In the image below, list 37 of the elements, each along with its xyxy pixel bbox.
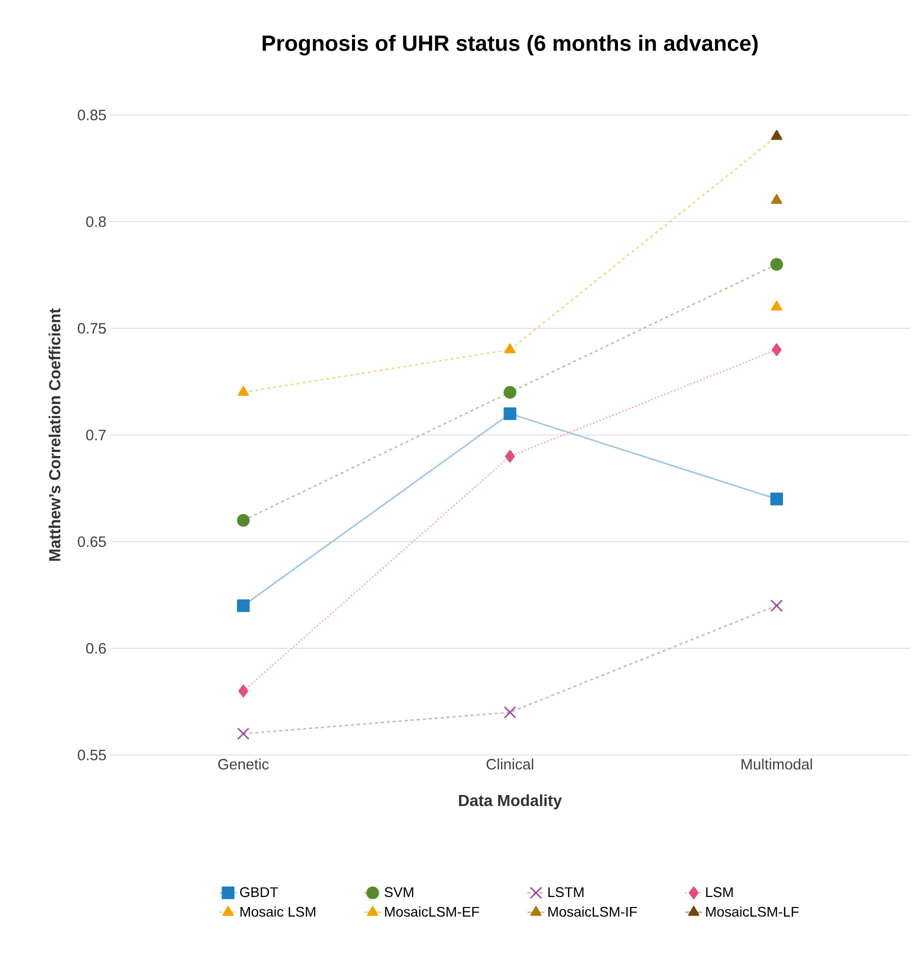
legend-label: LSTM [548,887,584,898]
point [770,258,784,271]
x-tick-label: Clinical [486,758,534,770]
point [504,407,516,420]
y-axis-title: Matthew’s Correlation Coefficient [48,308,60,561]
chart-title: Prognosis of UHR status (6 months in advance) [262,34,758,56]
point [504,386,516,399]
point [771,300,782,311]
point [505,450,515,463]
y-tick-label: 0.7 [86,430,106,440]
point [237,727,250,740]
point [770,599,783,612]
point [771,194,782,204]
point [770,492,784,506]
point [238,684,248,698]
x-axis-title: Data Modality [459,794,562,810]
point [236,599,250,612]
y-tick-label: 0.65 [78,536,106,547]
legend-label: Mosaic LSM [240,906,316,917]
y-tick-label: 0.75 [78,323,106,334]
y-tick-label: 0.55 [78,750,106,760]
point [236,514,250,527]
y-tick-label: 0.85 [78,110,106,120]
x-tick-label: Genetic [218,758,269,770]
legend-label: SVM [384,887,414,898]
y-tick-label: 0.8 [86,216,106,227]
point [238,386,249,396]
point [504,343,516,354]
legend-label: GBDT [240,887,278,898]
point [504,706,516,719]
legend-label: MosaicLSM-LF [706,906,799,917]
legend-label: LSM [706,887,733,898]
point [772,343,782,356]
legend-label: MosaicLSM-EF [385,906,480,917]
legend-label: MosaicLSM-IF [548,906,637,917]
y-tick-label: 0.6 [86,643,106,654]
x-tick-label: Multimodal [742,758,812,770]
